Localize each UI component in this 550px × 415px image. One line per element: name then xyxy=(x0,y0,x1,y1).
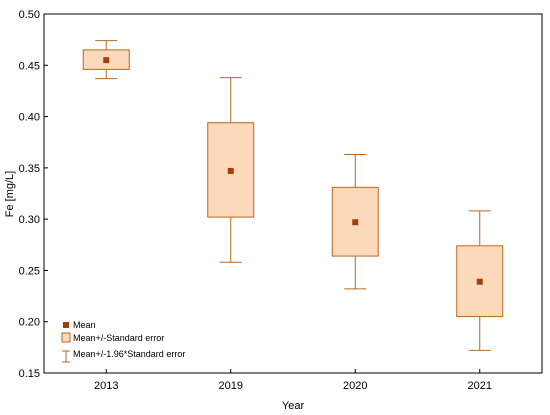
y-tick-label: 0.20 xyxy=(19,317,40,329)
box-series xyxy=(82,40,504,351)
y-tick-label: 0.45 xyxy=(19,60,40,72)
y-axis: 0.15 0.20 0.25 0.30 0.35 0.40 0.45 0.50 xyxy=(19,9,48,380)
x-axis-title: Year xyxy=(282,400,305,412)
y-axis-title: Fe [mg/L] xyxy=(4,171,16,217)
legend: Mean Mean+/-Standard error Mean+/-1.96*S… xyxy=(61,320,185,363)
x-axis: 2013 2019 2020 2021 xyxy=(94,369,492,392)
y-tick-label: 0.35 xyxy=(19,163,40,175)
y-tick-label: 0.15 xyxy=(19,368,40,380)
x-tick-label: 2020 xyxy=(343,380,367,392)
x-tick-label: 2013 xyxy=(94,380,118,392)
x-tick-label: 2021 xyxy=(468,380,492,392)
y-tick-label: 0.40 xyxy=(19,112,40,124)
y-tick-label: 0.50 xyxy=(19,9,40,21)
box-2013 xyxy=(82,40,130,80)
legend-ci-label: Mean+/-1.96*Standard error xyxy=(73,349,185,359)
box-2021 xyxy=(456,210,504,351)
mean-marker xyxy=(476,278,483,285)
box-2019 xyxy=(207,77,255,263)
plot-frame xyxy=(43,13,543,374)
mean-marker xyxy=(103,57,110,64)
mean-marker xyxy=(227,167,234,174)
mean-marker xyxy=(352,219,359,226)
y-tick-label: 0.30 xyxy=(19,214,40,226)
legend-mean-marker xyxy=(63,322,69,328)
legend-mean-label: Mean xyxy=(73,320,96,330)
box-2020 xyxy=(331,154,379,290)
x-tick-label: 2019 xyxy=(219,380,243,392)
y-tick-label: 0.25 xyxy=(19,265,40,277)
legend-se-box xyxy=(61,332,71,343)
legend-se-label: Mean+/-Standard error xyxy=(73,333,164,343)
